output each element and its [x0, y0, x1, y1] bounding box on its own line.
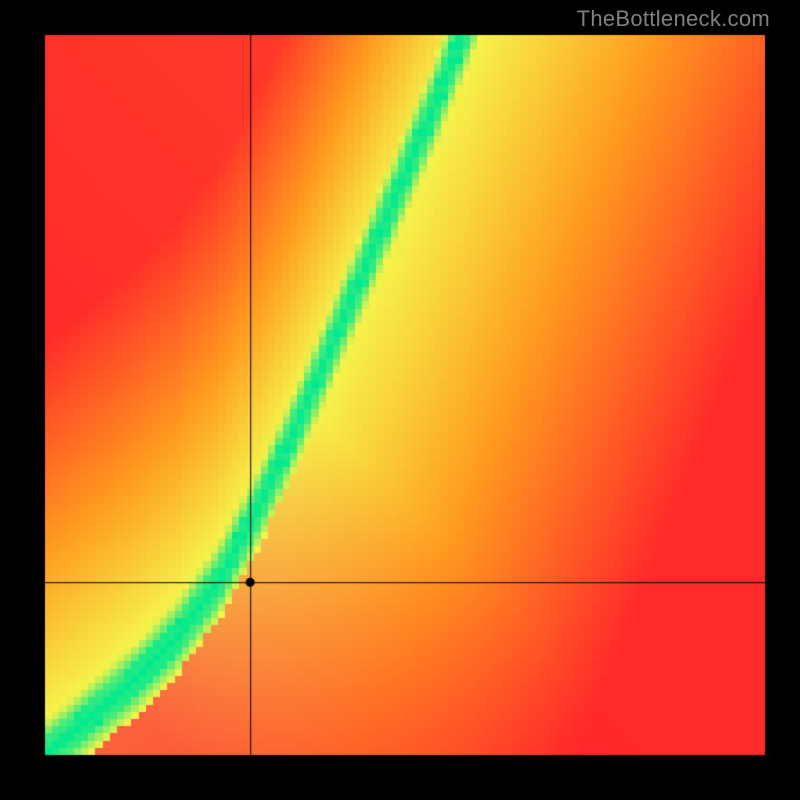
chart-container: TheBottleneck.com [0, 0, 800, 800]
heatmap-canvas [0, 0, 800, 800]
watermark-text: TheBottleneck.com [577, 6, 770, 32]
